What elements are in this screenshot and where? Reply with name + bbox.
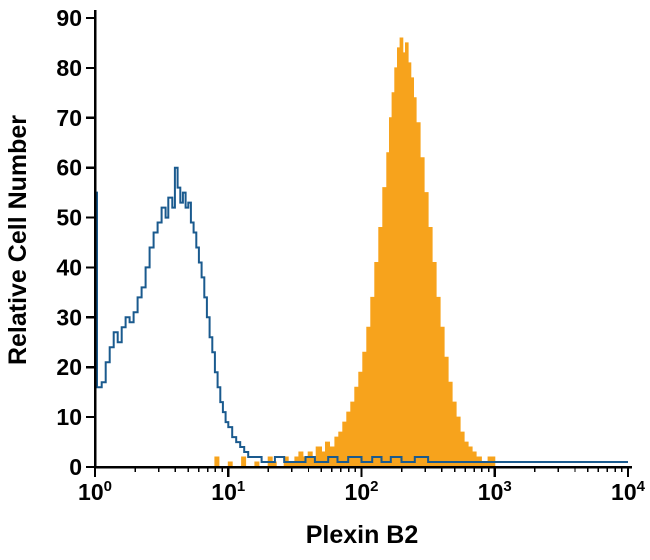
y-tick-label: 40	[56, 254, 82, 280]
x-axis-ticks: 100 101 102 103 104	[78, 467, 646, 505]
y-tick-label: 50	[56, 205, 82, 231]
x-tick-label: 100	[78, 478, 112, 505]
y-tick-label: 80	[56, 55, 82, 81]
y-axis-ticks: 0 10 20 30 40 50 60 70 80 90	[56, 5, 95, 480]
x-tick-label: 102	[345, 478, 379, 505]
y-tick-label: 70	[56, 105, 82, 131]
y-tick-label: 30	[56, 304, 82, 330]
filled-orange-histogram	[208, 37, 496, 468]
y-tick-label: 90	[56, 5, 82, 31]
x-tick-label: 101	[211, 478, 245, 505]
y-tick-label: 0	[69, 454, 82, 480]
open-blue-histogram	[94, 166, 628, 467]
x-axis-title: Plexin B2	[306, 521, 419, 549]
y-tick-label: 10	[56, 404, 82, 430]
axes-layer	[93, 10, 632, 469]
y-tick-label: 60	[56, 155, 82, 181]
x-tick-label: 104	[611, 478, 646, 505]
x-tick-label: 103	[478, 478, 512, 505]
series-layer	[94, 37, 628, 468]
y-axis-title: Relative Cell Number	[4, 115, 32, 365]
y-tick-label: 20	[56, 354, 82, 380]
